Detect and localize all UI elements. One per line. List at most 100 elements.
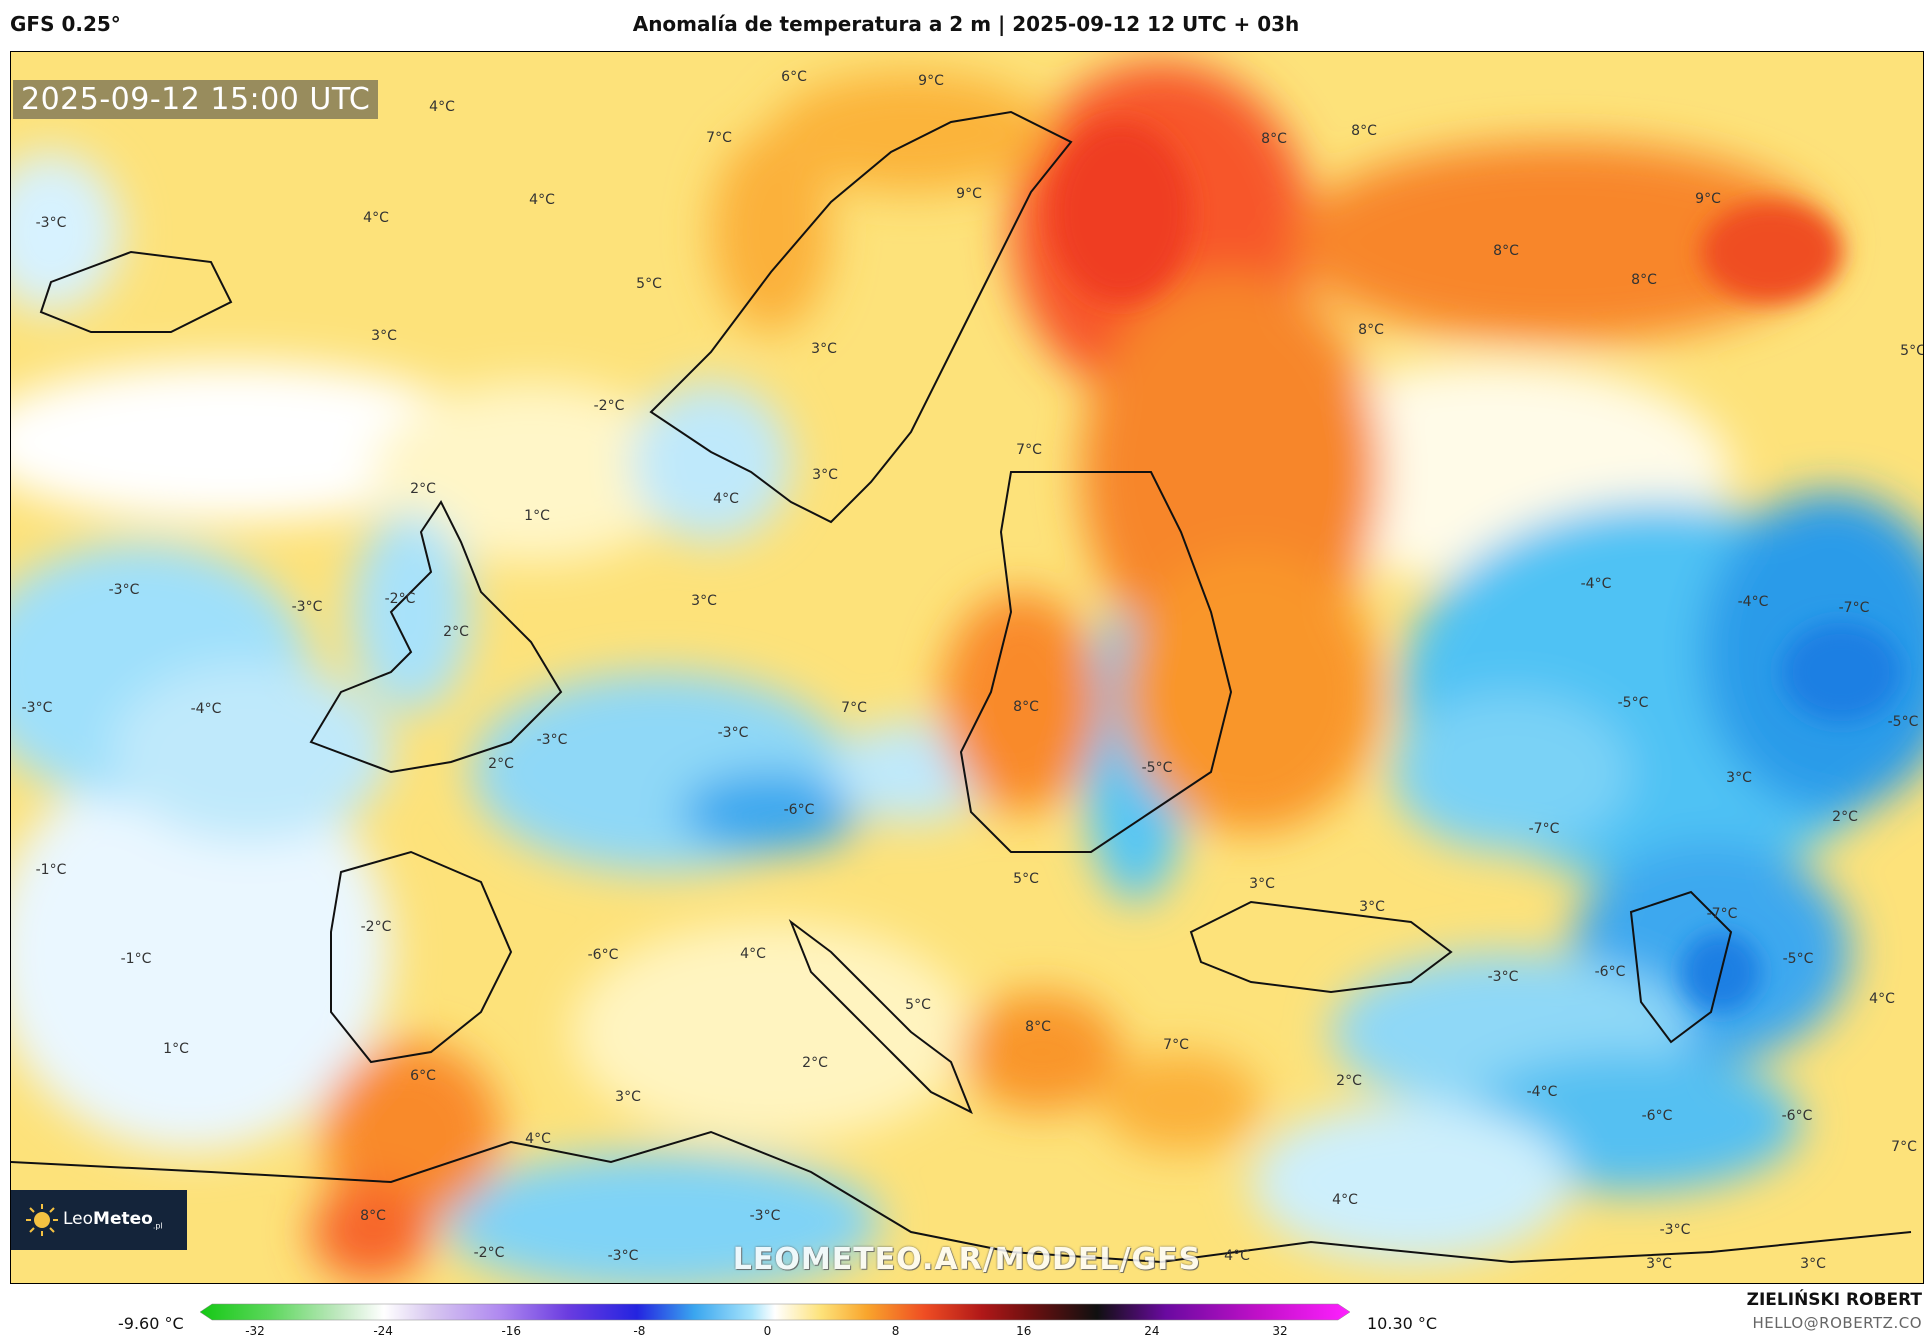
isotherm-label: 1°C bbox=[163, 1041, 189, 1057]
isotherm-label: -4°C bbox=[1526, 1084, 1558, 1100]
isotherm-label: 7°C bbox=[1016, 442, 1042, 458]
colorbar-tick: 32 bbox=[1272, 1324, 1288, 1338]
isotherm-label: 6°C bbox=[410, 1068, 436, 1084]
isotherm-label: 8°C bbox=[1351, 123, 1377, 139]
isotherm-label: 7°C bbox=[706, 130, 732, 146]
isotherm-label: 2°C bbox=[443, 624, 469, 640]
isotherm-label: 6°C bbox=[781, 69, 807, 85]
isotherm-label: 7°C bbox=[1891, 1139, 1917, 1155]
temperature-anomaly-map[interactable]: 2025-09-12 15:00 UTC 4°C 6°C 9°C 7°C 8°C 8°C 4… bbox=[10, 51, 1924, 1284]
isotherm-label: 7°C bbox=[841, 700, 867, 716]
isotherm-label: 4°C bbox=[429, 99, 455, 115]
isotherm-label: -3°C bbox=[108, 582, 140, 598]
colorbar-tick: 0 bbox=[763, 1324, 772, 1338]
isotherm-label: -6°C bbox=[1641, 1108, 1673, 1124]
isotherm-label: 9°C bbox=[918, 73, 944, 89]
map-field bbox=[11, 52, 1923, 1283]
isotherm-label: -6°C bbox=[1594, 964, 1626, 980]
isotherm-label: -4°C bbox=[1580, 576, 1612, 592]
isotherm-label: 5°C bbox=[1900, 343, 1924, 359]
colorbar-min-label: -9.60 °C bbox=[118, 1314, 184, 1333]
isotherm-label: 3°C bbox=[1726, 770, 1752, 786]
isotherm-label: 8°C bbox=[1631, 272, 1657, 288]
isotherm-label: 5°C bbox=[905, 997, 931, 1013]
isotherm-label: 2°C bbox=[488, 756, 514, 772]
isotherm-label: 8°C bbox=[1025, 1019, 1051, 1035]
valid-time-stamp: 2025-09-12 15:00 UTC bbox=[13, 80, 379, 119]
isotherm-label: 4°C bbox=[1869, 991, 1895, 1007]
isotherm-label: 2°C bbox=[1336, 1073, 1362, 1089]
isotherm-label: 4°C bbox=[1332, 1192, 1358, 1208]
isotherm-label: -4°C bbox=[190, 701, 222, 717]
colorbar-tick: -32 bbox=[245, 1324, 265, 1338]
isotherm-label: 5°C bbox=[1013, 871, 1039, 887]
isotherm-label: 9°C bbox=[956, 186, 982, 202]
isotherm-label: 4°C bbox=[363, 210, 389, 226]
isotherm-label: 8°C bbox=[1358, 322, 1384, 338]
isotherm-label: 1°C bbox=[524, 508, 550, 524]
sun-icon bbox=[26, 1204, 58, 1236]
isotherm-label: -3°C bbox=[536, 732, 568, 748]
isotherm-label: -5°C bbox=[1617, 695, 1649, 711]
isotherm-label: 8°C bbox=[360, 1208, 386, 1224]
colorbar-tick: 24 bbox=[1144, 1324, 1160, 1338]
isotherm-label: 8°C bbox=[1013, 699, 1039, 715]
isotherm-label: -5°C bbox=[1887, 714, 1919, 730]
isotherm-label: -3°C bbox=[21, 700, 53, 716]
isotherm-label: -6°C bbox=[783, 802, 815, 818]
isotherm-label: 3°C bbox=[1359, 899, 1385, 915]
model-name: GFS 0.25° bbox=[10, 12, 121, 36]
isotherm-label: 3°C bbox=[1800, 1256, 1826, 1272]
isotherm-label: -2°C bbox=[384, 591, 416, 607]
isotherm-label: 2°C bbox=[802, 1055, 828, 1071]
isotherm-label: 3°C bbox=[371, 328, 397, 344]
isotherm-label: 2°C bbox=[1832, 809, 1858, 825]
isotherm-label: 3°C bbox=[811, 341, 837, 357]
author-name: ZIELIŃSKI ROBERT bbox=[1746, 1290, 1922, 1310]
map-title: Anomalía de temperatura a 2 m | 2025-09-… bbox=[632, 12, 1300, 36]
isotherm-label: 3°C bbox=[812, 467, 838, 483]
isotherm-label: -3°C bbox=[291, 599, 323, 615]
isotherm-label: 7°C bbox=[1163, 1037, 1189, 1053]
colorbar-max-label: 10.30 °C bbox=[1367, 1314, 1438, 1333]
colorbar-tick: 16 bbox=[1016, 1324, 1032, 1338]
isotherm-label: -2°C bbox=[593, 398, 625, 414]
isotherm-label: 4°C bbox=[529, 192, 555, 208]
colorbar-tick: -16 bbox=[501, 1324, 522, 1338]
isotherm-label: 2°C bbox=[410, 481, 436, 497]
isotherm-label: 8°C bbox=[1493, 243, 1519, 259]
isotherm-label: -7°C bbox=[1706, 906, 1738, 922]
isotherm-label: -3°C bbox=[749, 1208, 781, 1224]
isotherm-label: -1°C bbox=[120, 951, 152, 967]
colorbar-tick: -8 bbox=[633, 1324, 646, 1338]
isotherm-label: -2°C bbox=[360, 919, 392, 935]
colorbar-tick: -24 bbox=[373, 1324, 393, 1338]
leometeo-logo: LeoMeteo.pl bbox=[11, 1190, 187, 1250]
colorbar-tick: 8 bbox=[891, 1324, 900, 1338]
isotherm-label: -3°C bbox=[717, 725, 749, 741]
isotherm-label: 4°C bbox=[713, 491, 739, 507]
source-watermark: LEOMETEO.AR/MODEL/GFS bbox=[732, 1242, 1202, 1277]
isotherm-label: 4°C bbox=[525, 1131, 551, 1147]
isotherm-label: 3°C bbox=[615, 1089, 641, 1105]
isotherm-label: -3°C bbox=[35, 215, 67, 231]
isotherm-label: -6°C bbox=[1781, 1108, 1813, 1124]
isotherm-label: -3°C bbox=[1487, 969, 1519, 985]
isotherm-label: 8°C bbox=[1261, 131, 1287, 147]
isotherm-label: -5°C bbox=[1141, 760, 1173, 776]
isotherm-label: -1°C bbox=[35, 862, 67, 878]
isotherm-label: 4°C bbox=[740, 946, 766, 962]
isotherm-label: -4°C bbox=[1737, 594, 1769, 610]
isotherm-label: -7°C bbox=[1528, 821, 1560, 837]
isotherm-label: 3°C bbox=[691, 593, 717, 609]
isotherm-label: 9°C bbox=[1695, 191, 1721, 207]
isotherm-label: -3°C bbox=[1659, 1222, 1691, 1238]
isotherm-label: -7°C bbox=[1838, 600, 1870, 616]
colorbar bbox=[200, 1303, 1350, 1321]
isotherm-label: 4°C bbox=[1224, 1248, 1250, 1264]
isotherm-label: -2°C bbox=[473, 1245, 505, 1261]
isotherm-label: 3°C bbox=[1646, 1256, 1672, 1272]
isotherm-label: -3°C bbox=[607, 1248, 639, 1264]
author-email: HELLO@ROBERTZ.CO bbox=[1752, 1314, 1922, 1332]
isotherm-label: -5°C bbox=[1782, 951, 1814, 967]
